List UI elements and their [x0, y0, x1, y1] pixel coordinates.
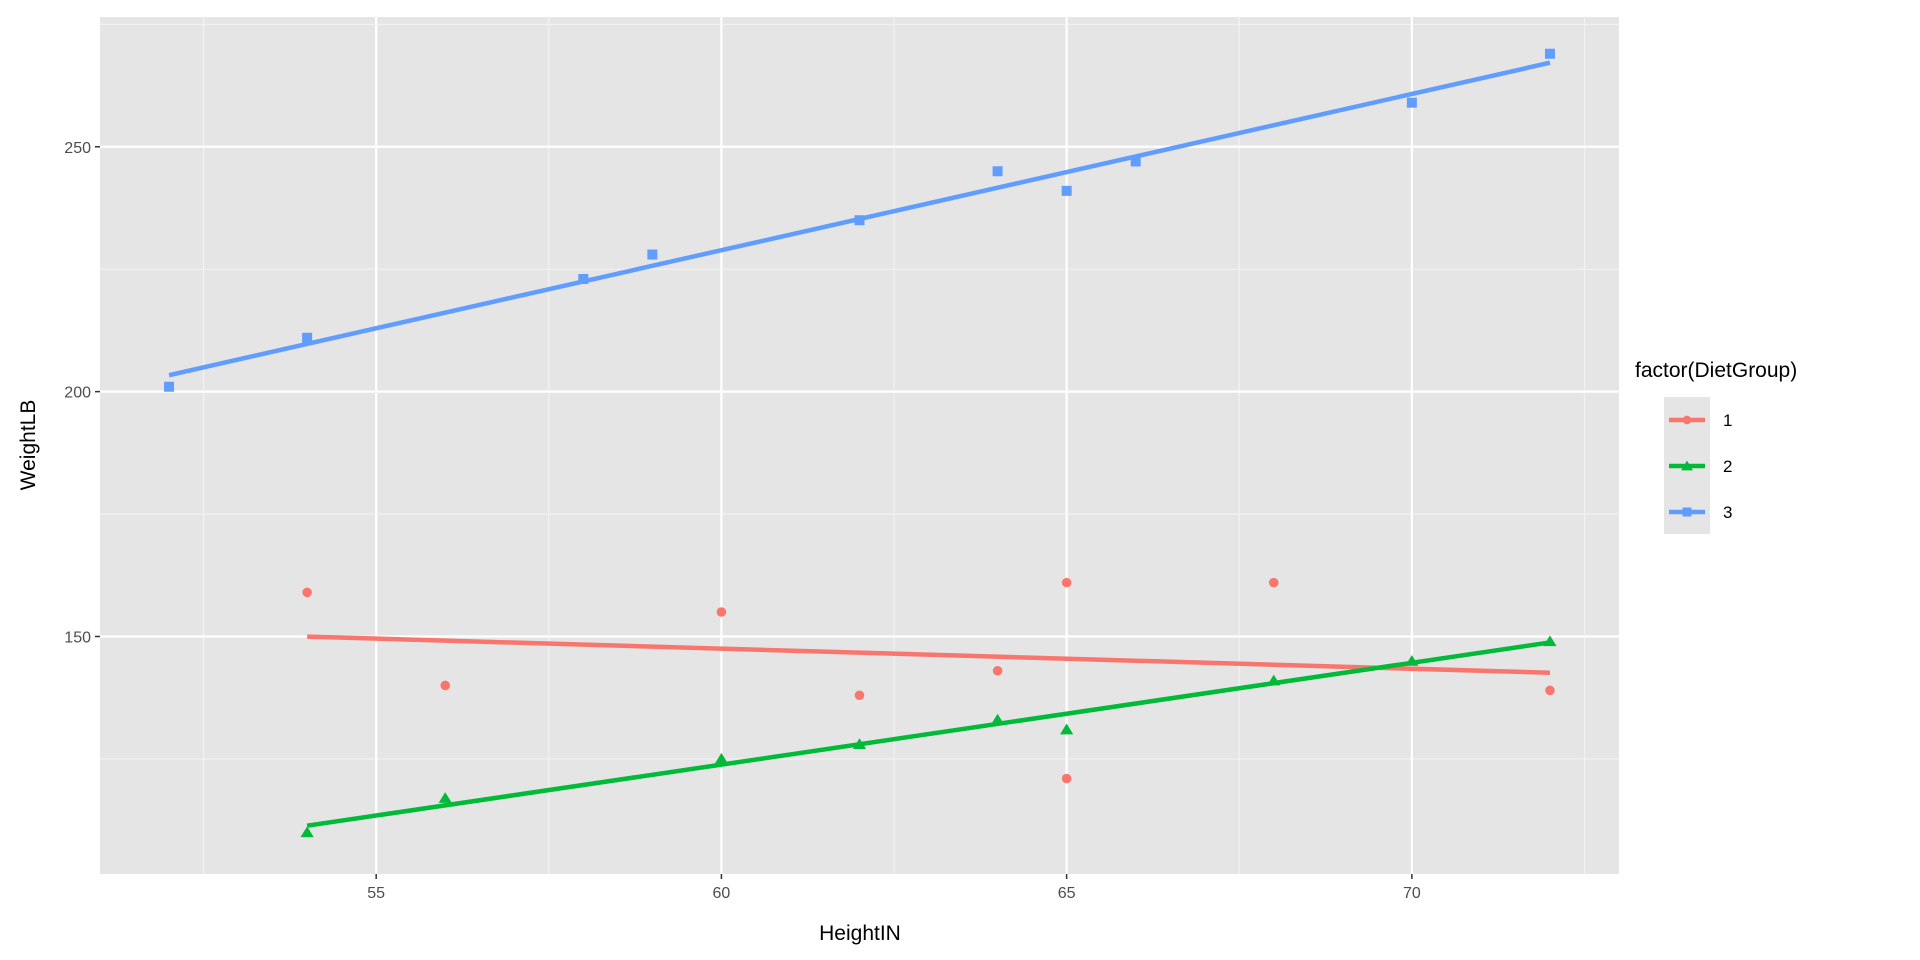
point-group-1 [440, 680, 451, 691]
x-tick-label: 65 [1058, 885, 1076, 902]
point-group-3 [302, 332, 313, 343]
legend-label-1: 1 [1723, 411, 1732, 430]
x-tick-label: 70 [1403, 885, 1421, 902]
point-group-2 [714, 752, 729, 764]
axes: 55 60 65 70 150 200 250 [64, 140, 1421, 902]
point-group-2 [1405, 654, 1419, 666]
point-group-1 [1545, 685, 1555, 696]
point-group-3 [578, 273, 589, 284]
y-tick-label: 250 [64, 140, 91, 157]
point-group-3 [1130, 156, 1141, 167]
fit-line-group-2 [306, 640, 1551, 828]
point-group-3 [164, 381, 175, 392]
y-tick-label: 200 [64, 385, 91, 402]
point-group-2 [1060, 723, 1074, 735]
legend-key-marker-2 [1681, 460, 1693, 471]
point-group-3 [854, 215, 865, 226]
point-group-3 [992, 166, 1003, 177]
point-group-1 [854, 690, 865, 701]
legend-key-marker-3 [1682, 507, 1692, 517]
point-group-1 [1061, 577, 1072, 588]
grid-lines [100, 17, 1619, 874]
data-points [164, 48, 1557, 838]
legend-key-marker-1 [1682, 415, 1692, 425]
point-group-3 [1406, 97, 1417, 108]
point-group-2 [990, 713, 1005, 725]
y-tick-label: 150 [64, 629, 91, 646]
x-tick-label: 55 [367, 885, 385, 902]
point-group-3 [1061, 185, 1072, 196]
point-group-2 [1267, 674, 1281, 686]
point-group-1 [302, 587, 312, 598]
point-group-3 [1544, 48, 1555, 59]
point-group-1 [716, 607, 727, 617]
point-group-2 [300, 826, 314, 838]
point-group-1 [992, 665, 1003, 676]
y-axis-title: WeightLB [17, 400, 40, 491]
legend: factor(DietGroup) 1 2 3 [1635, 359, 1797, 534]
point-group-1 [1061, 773, 1072, 784]
point-group-3 [647, 249, 658, 260]
legend-label-2: 2 [1723, 457, 1732, 476]
point-group-1 [1268, 577, 1279, 588]
point-group-2 [1543, 635, 1557, 647]
plot-panel [100, 17, 1619, 874]
point-group-2 [438, 792, 452, 803]
point-group-2 [852, 738, 867, 750]
legend-title: factor(DietGroup) [1635, 359, 1797, 382]
fit-line-group-1 [307, 634, 1551, 676]
x-tick-label: 60 [713, 885, 731, 902]
legend-label-3: 3 [1723, 503, 1732, 522]
x-axis-title: HeightIN [819, 922, 901, 945]
